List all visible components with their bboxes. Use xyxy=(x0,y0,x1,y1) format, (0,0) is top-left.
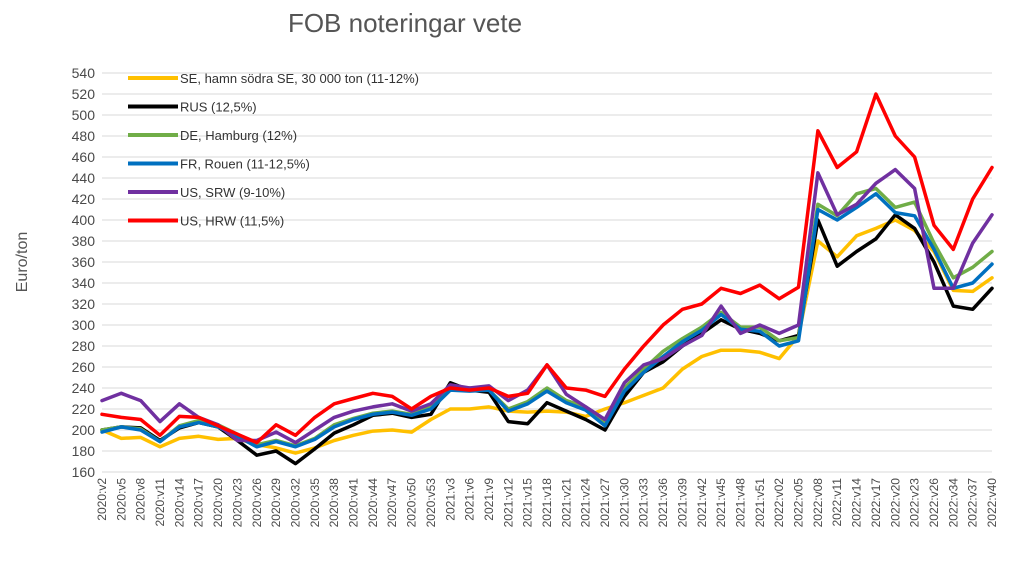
x-tick-label: 2022:v23 xyxy=(908,478,922,528)
x-tick-label: 2020:v5 xyxy=(114,478,128,521)
y-axis-ticks: 160 180 200 220 240 260 280 300 320 340 360 380 400 4… xyxy=(72,65,96,480)
x-tick-label: 2021:v51 xyxy=(753,478,767,528)
x-tick-label: 2020:v20 xyxy=(211,478,225,528)
x-tick-label: 2022:v08 xyxy=(811,478,825,528)
x-tick-label: 2020:v2 xyxy=(95,478,109,521)
series-line-1 xyxy=(100,218,994,455)
x-tick-label: 2020:v41 xyxy=(347,478,361,528)
x-tick-label: 2021:v18 xyxy=(540,478,554,528)
x-tick-label: 2020:v32 xyxy=(289,478,303,528)
y-tick-label: 400 xyxy=(72,212,96,228)
series-line-4 xyxy=(100,192,994,449)
series-line-6 xyxy=(100,92,994,445)
x-tick-label: 2022:v40 xyxy=(985,478,999,528)
x-tick-label: 2020:v44 xyxy=(366,478,380,528)
x-tick-label: 2020:v14 xyxy=(172,478,186,528)
series-lines xyxy=(100,92,994,466)
y-tick-label: 240 xyxy=(72,380,96,396)
x-tick-label: 2021:v21 xyxy=(559,478,573,528)
y-tick-label: 460 xyxy=(72,149,96,165)
y-tick-label: 180 xyxy=(72,443,96,459)
y-tick-label: 320 xyxy=(72,296,96,312)
x-tick-label: 2022:v17 xyxy=(869,478,883,528)
x-tick-label: 2022:v14 xyxy=(850,478,864,528)
x-tick-label: 2020:v38 xyxy=(327,478,341,528)
x-tick-label: 2022:v34 xyxy=(946,478,960,528)
x-tick-label: 2020:v47 xyxy=(385,478,399,528)
legend: SE, hamn södra SE, 30 000 ton (11-12%) RU… xyxy=(128,71,419,229)
y-tick-label: 160 xyxy=(72,464,96,480)
legend-label: US, SRW (9-10%) xyxy=(180,185,285,200)
x-tick-label: 2022:v20 xyxy=(888,478,902,528)
x-tick-label: 2020:v50 xyxy=(405,478,419,528)
x-tick-label: 2022:v05 xyxy=(792,478,806,528)
x-tick-label: 2021:v9 xyxy=(482,478,496,521)
y-tick-label: 200 xyxy=(72,422,96,438)
x-tick-label: 2021:v48 xyxy=(734,478,748,528)
x-tick-label: 2022:v11 xyxy=(830,478,844,527)
y-tick-label: 380 xyxy=(72,233,96,249)
x-tick-label: 2020:v26 xyxy=(250,478,264,528)
x-tick-label: 2020:v17 xyxy=(192,478,206,528)
y-tick-label: 300 xyxy=(72,317,96,333)
y-tick-label: 520 xyxy=(72,86,96,102)
y-tick-label: 440 xyxy=(72,170,96,186)
x-tick-label: 2021:v12 xyxy=(501,478,515,528)
x-tick-label: 2020:v35 xyxy=(308,478,322,528)
x-tick-label: 2020:v11 xyxy=(153,478,167,527)
x-tick-label: 2022:v02 xyxy=(772,478,786,528)
x-tick-label: 2021:v42 xyxy=(695,478,709,528)
x-tick-label: 2021:v3 xyxy=(443,478,457,521)
y-tick-label: 420 xyxy=(72,191,96,207)
x-tick-label: 2021:v27 xyxy=(598,478,612,528)
y-axis-label: Euro/ton xyxy=(14,232,31,292)
x-tick-label: 2022:v26 xyxy=(927,478,941,528)
y-tick-label: 220 xyxy=(72,401,96,417)
legend-label: DE, Hamburg (12%) xyxy=(180,128,297,143)
legend-label: FR, Rouen (11-12,5%) xyxy=(180,157,310,172)
x-tick-label: 2020:v23 xyxy=(230,478,244,528)
x-tick-label: 2021:v33 xyxy=(637,478,651,528)
legend-label: SE, hamn södra SE, 30 000 ton (11-12%) xyxy=(180,71,419,86)
x-axis-ticks: 2020:v2 2020:v5 2020:v8 2020:v11 2020:v14 202… xyxy=(95,478,999,528)
x-tick-label: 2021:v24 xyxy=(579,478,593,528)
legend-label: RUS (12,5%) xyxy=(180,100,257,115)
y-tick-label: 540 xyxy=(72,65,96,81)
x-tick-label: 2021:v39 xyxy=(675,478,689,528)
x-tick-label: 2020:v29 xyxy=(269,478,283,528)
y-tick-label: 260 xyxy=(72,359,96,375)
x-tick-label: 2021:v36 xyxy=(656,478,670,528)
x-tick-label: 2021:v15 xyxy=(521,478,535,528)
y-tick-label: 360 xyxy=(72,254,96,270)
chart-title: FOB noteringar vete xyxy=(288,8,522,38)
gridlines xyxy=(102,72,992,473)
x-tick-label: 2021:v30 xyxy=(617,478,631,528)
legend-label: US, HRW (11,5%) xyxy=(180,214,284,229)
x-tick-label: 2020:v53 xyxy=(424,478,438,528)
y-tick-label: 480 xyxy=(72,128,96,144)
y-tick-label: 340 xyxy=(72,275,96,291)
x-tick-label: 2020:v8 xyxy=(134,478,148,521)
y-tick-label: 500 xyxy=(72,107,96,123)
x-tick-label: 2021:v45 xyxy=(714,478,728,528)
x-tick-label: 2021:v6 xyxy=(463,478,477,521)
y-tick-label: 280 xyxy=(72,338,96,354)
x-tick-label: 2022:v37 xyxy=(966,478,980,528)
series-line-2 xyxy=(100,213,994,466)
